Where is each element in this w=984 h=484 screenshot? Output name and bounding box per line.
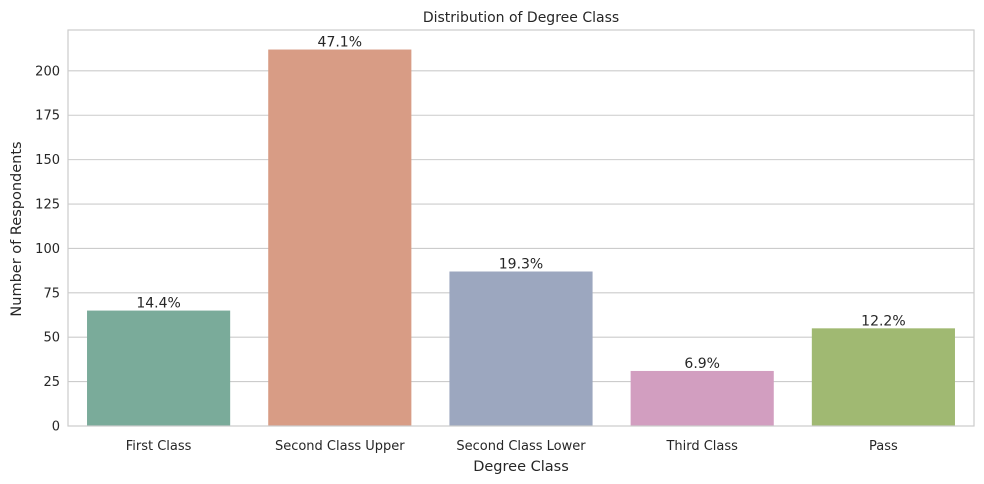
- bar: [630, 370, 774, 426]
- y-tick-label: 175: [35, 109, 60, 124]
- x-axis-ticks: First Class Second Class Upper Second Clas…: [126, 439, 898, 454]
- bar-data-label: 47.1%: [318, 35, 362, 51]
- x-tick-label: First Class: [126, 439, 192, 454]
- y-axis-label: Number of Respondents: [9, 141, 25, 316]
- bar: [449, 271, 593, 426]
- data-labels: 14.4% 47.1% 19.3% 6.9% 12.2%: [136, 35, 905, 372]
- bar-data-label: 14.4%: [136, 296, 180, 312]
- bar-data-label: 19.3%: [499, 257, 543, 273]
- y-axis-ticks: 0 25 50 75 100 125 150 175 200: [35, 64, 60, 434]
- y-tick-label: 75: [43, 286, 60, 301]
- y-tick-label: 125: [35, 198, 60, 213]
- x-tick-label: Second Class Lower: [456, 439, 586, 454]
- y-tick-label: 25: [43, 375, 60, 390]
- y-tick-label: 100: [35, 242, 60, 257]
- y-tick-label: 200: [35, 64, 60, 79]
- x-tick-label: Second Class Upper: [275, 439, 405, 454]
- bar: [268, 49, 412, 426]
- x-axis-label: Degree Class: [473, 459, 569, 475]
- plot-frame: [67, 29, 975, 427]
- bar-data-label: 6.9%: [684, 356, 720, 372]
- bars: [87, 49, 955, 426]
- y-tick-label: 150: [35, 153, 60, 168]
- chart-title: Distribution of Degree Class: [423, 10, 619, 26]
- bar-data-label: 12.2%: [861, 313, 905, 329]
- x-tick-label: Pass: [869, 439, 898, 454]
- bar: [87, 310, 231, 426]
- y-tick-label: 0: [52, 420, 60, 435]
- x-tick-label: Third Class: [665, 439, 738, 454]
- y-tick-label: 50: [43, 331, 60, 346]
- bar: [811, 328, 955, 426]
